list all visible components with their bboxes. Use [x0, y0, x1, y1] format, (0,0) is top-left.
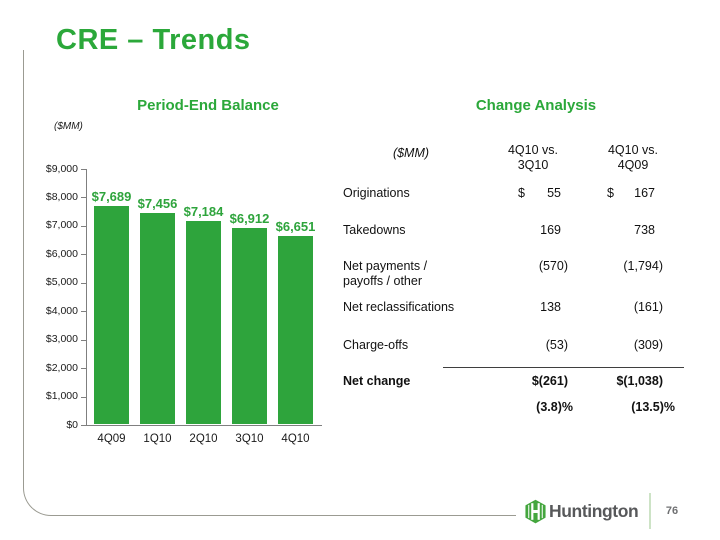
table-header-units: ($MM) [392, 146, 430, 160]
y-axis-tick [81, 169, 86, 170]
bar [278, 235, 313, 425]
table-header-col1: 4Q10 vs. 3Q10 [507, 143, 559, 172]
table-row-label: Originations [343, 186, 410, 200]
table-cell-value: 138 [540, 300, 561, 314]
y-axis-tick [81, 225, 86, 227]
bar [232, 228, 267, 425]
y-axis-tick-label: $9,000 [45, 162, 78, 175]
x-axis-tick-label: 1Q10 [143, 433, 172, 445]
table-header-col2: 4Q10 vs. 4Q09 [607, 143, 659, 172]
table-total-rule [443, 367, 684, 368]
bar-value-label: $7,689 [91, 189, 132, 205]
bar [140, 212, 175, 425]
y-axis-tick [81, 311, 86, 313]
y-axis-tick-label: $4,000 [45, 304, 78, 317]
y-axis-tick [81, 254, 86, 256]
bar-value-label: $6,651 [275, 218, 316, 234]
table-cell-value: (1,794) [623, 259, 663, 273]
chart-units-label: ($MM) [54, 121, 83, 132]
table-percent-value: (13.5)% [631, 400, 675, 414]
table-total-value: $(1,038) [616, 374, 663, 388]
chart-x-axis [86, 425, 322, 426]
y-axis-tick [81, 197, 86, 199]
table-row-label: Net payments / payoffs / other [343, 259, 428, 288]
table-cell-currency: $ [607, 186, 614, 200]
table-cell-value: (309) [633, 338, 663, 352]
table-percent-value: (3.8)% [536, 400, 573, 414]
bar [186, 220, 221, 425]
table-cell-value: 738 [634, 223, 655, 237]
table-cell-value: (161) [633, 300, 663, 314]
table-row-label: Net reclassifications [343, 300, 455, 314]
table-cell-value: 55 [547, 186, 561, 200]
huntington-logo-icon [525, 499, 546, 529]
slide-title: CRE – Trends [56, 24, 251, 56]
y-axis-tick [81, 368, 86, 370]
table-cell-value: 169 [540, 223, 561, 237]
y-axis-tick-label: $6,000 [45, 247, 78, 260]
y-axis-tick [81, 282, 86, 284]
chart-y-axis [86, 169, 87, 425]
y-axis-tick-label: $0 [66, 418, 78, 431]
table-cell-value: 167 [634, 186, 655, 200]
bar [94, 206, 129, 425]
table-heading: Change Analysis [475, 97, 597, 114]
table-row-label: Charge-offs [343, 338, 409, 352]
x-axis-tick-label: 4Q10 [281, 433, 310, 445]
page-number: 76 [665, 505, 679, 517]
bar-value-label: $6,912 [229, 211, 270, 227]
table-cell-value: (570) [538, 259, 568, 273]
huntington-logo-text: Huntington [549, 501, 639, 521]
y-axis-tick [81, 425, 86, 426]
x-axis-tick-label: 2Q10 [189, 433, 218, 445]
y-axis-tick [81, 396, 86, 398]
y-axis-tick-label: $8,000 [45, 190, 78, 203]
bar-value-label: $7,456 [137, 195, 178, 211]
y-axis-tick-label: $5,000 [45, 276, 78, 289]
table-row-label: Takedowns [343, 223, 406, 237]
footer-divider [649, 493, 651, 529]
y-axis-tick-label: $7,000 [45, 219, 78, 232]
x-axis-tick-label: 3Q10 [235, 433, 264, 445]
table-cell-value: (53) [545, 338, 568, 352]
table-total-value: $(261) [531, 374, 568, 388]
bar-value-label: $7,184 [183, 203, 224, 219]
y-axis-tick-label: $3,000 [45, 333, 78, 346]
table-total-label: Net change [343, 374, 411, 388]
slide-frame-border [23, 50, 516, 516]
chart-heading: Period-End Balance [137, 97, 279, 114]
y-axis-tick [81, 339, 86, 341]
y-axis-tick-label: $2,000 [45, 361, 78, 374]
table-cell-currency: $ [518, 186, 525, 200]
x-axis-tick-label: 4Q09 [97, 433, 126, 445]
y-axis-tick-label: $1,000 [45, 390, 78, 403]
